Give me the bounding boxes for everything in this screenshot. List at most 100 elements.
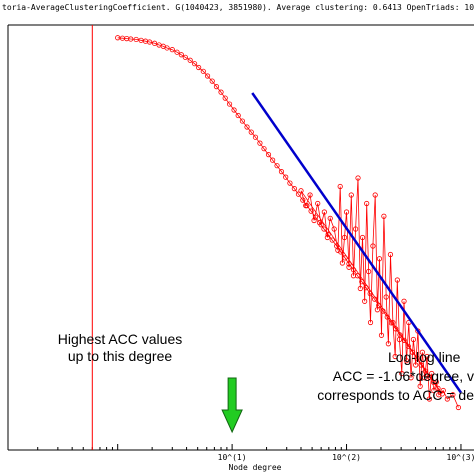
data-point <box>355 175 361 181</box>
data-point <box>300 197 306 203</box>
data-point <box>209 78 215 84</box>
data-point <box>235 112 241 119</box>
data-point <box>252 134 259 140</box>
data-point <box>265 152 272 158</box>
series-line <box>117 37 459 408</box>
data-point <box>346 264 352 270</box>
data-point <box>187 57 193 63</box>
data-point <box>315 200 321 207</box>
data-point <box>346 261 352 267</box>
series-polyline <box>117 37 459 408</box>
data-point <box>239 118 246 124</box>
annotation-left-line1: Highest ACC values <box>58 331 183 347</box>
data-point <box>436 392 442 398</box>
data-point <box>325 231 331 238</box>
data-point <box>387 251 394 258</box>
data-point <box>444 396 450 402</box>
data-point <box>364 200 370 207</box>
data-point <box>410 336 416 343</box>
data-point <box>352 226 359 232</box>
data-point <box>418 362 424 368</box>
data-point <box>308 208 314 214</box>
data-point <box>128 36 134 42</box>
data-point <box>318 222 324 228</box>
data-point <box>399 370 405 377</box>
data-point <box>455 404 462 411</box>
data-point <box>324 234 330 241</box>
data-point <box>439 391 445 397</box>
data-point <box>303 203 309 209</box>
data-point <box>431 387 437 394</box>
data-point <box>164 45 170 51</box>
data-point <box>422 375 428 381</box>
data-point <box>274 163 280 169</box>
data-point <box>329 237 335 243</box>
log-log-fit-line <box>251 92 462 394</box>
data-point <box>408 375 414 381</box>
data-point <box>410 349 416 355</box>
data-point <box>341 234 348 241</box>
data-point <box>291 186 297 192</box>
data-point <box>204 73 211 79</box>
annotation-left-line2: up to this degree <box>68 348 173 364</box>
data-point <box>401 337 407 343</box>
data-point <box>381 213 387 219</box>
data-point <box>417 383 423 389</box>
down-arrow-icon <box>221 377 243 434</box>
data-point <box>367 319 374 326</box>
data-point <box>414 355 420 361</box>
data-point <box>440 387 446 394</box>
data-point <box>370 243 376 249</box>
data-point <box>146 39 153 45</box>
data-point <box>357 285 363 292</box>
data-point <box>435 385 441 391</box>
data-point <box>213 84 220 90</box>
data-point <box>244 124 250 130</box>
data-point <box>372 296 378 302</box>
data-point <box>450 392 456 398</box>
data-point <box>343 209 350 215</box>
data-point <box>338 249 344 255</box>
data-point <box>376 256 383 262</box>
data-point <box>424 353 430 360</box>
data-point <box>383 294 389 300</box>
data-point <box>295 191 302 197</box>
data-point <box>270 157 276 163</box>
data-point <box>321 226 327 232</box>
data-point <box>307 192 313 198</box>
data-point <box>182 54 188 60</box>
data-point <box>339 260 345 266</box>
data-point <box>133 36 139 43</box>
data-point <box>401 298 407 304</box>
data-point <box>298 188 304 194</box>
arrow-shape <box>221 377 243 434</box>
data-point <box>362 298 368 304</box>
data-point <box>431 379 437 386</box>
data-point <box>335 247 341 253</box>
data-point <box>287 180 293 186</box>
data-point <box>380 308 386 314</box>
series-points <box>115 35 462 411</box>
data-point <box>342 255 348 261</box>
data-point <box>327 215 333 221</box>
data-point <box>178 52 184 58</box>
annotation-right-title: Log-log line <box>388 349 461 365</box>
data-point <box>385 341 391 347</box>
data-point <box>378 332 385 338</box>
data-point <box>191 61 198 67</box>
data-point <box>169 47 175 53</box>
data-point <box>390 319 396 326</box>
data-point <box>350 267 357 273</box>
data-point <box>426 396 433 402</box>
data-point <box>283 174 289 180</box>
data-point <box>359 234 366 241</box>
data-point <box>248 129 254 135</box>
data-point <box>321 209 327 215</box>
data-point <box>374 307 380 313</box>
x-tick-label: 10^(3) <box>447 453 474 462</box>
annotation-right-line1: ACC = -1.06*degree, v <box>333 368 474 384</box>
chart-title: toria-AverageClusteringCoefficient. G(10… <box>2 3 474 12</box>
data-point <box>433 379 439 385</box>
x-axis-label: Node degree <box>229 463 282 472</box>
